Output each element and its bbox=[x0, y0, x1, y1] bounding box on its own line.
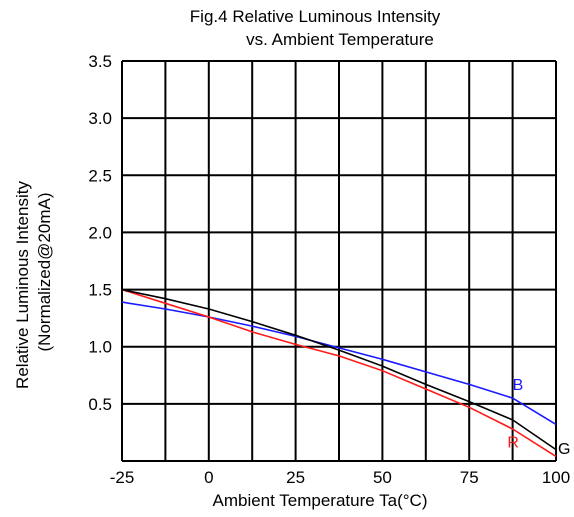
x-axis-label: Ambient Temperature Ta(°C) bbox=[213, 491, 428, 510]
y-tick-label: 2.5 bbox=[88, 166, 112, 185]
grid bbox=[122, 61, 556, 461]
y-tick-label: 0.5 bbox=[88, 395, 112, 414]
chart-subtitle: vs. Ambient Temperature bbox=[246, 30, 434, 49]
y-axis-label: Relative Luminous Intensity bbox=[13, 181, 32, 389]
series-label-r: R bbox=[507, 434, 519, 451]
x-tick-label: 75 bbox=[460, 468, 479, 487]
y-tick-label: 1.0 bbox=[88, 338, 112, 357]
y-axis-label-secondary: (Normalized@20mA) bbox=[35, 193, 54, 352]
x-tick-label: 50 bbox=[373, 468, 392, 487]
x-tick-label: -25 bbox=[110, 468, 135, 487]
x-tick-label: 0 bbox=[204, 468, 213, 487]
chart-title: Fig.4 Relative Luminous Intensity bbox=[190, 7, 441, 26]
series-label-b: B bbox=[513, 377, 524, 394]
series-label-g: G bbox=[558, 441, 570, 458]
y-tick-label: 1.5 bbox=[88, 281, 112, 300]
y-tick-label: 3.0 bbox=[88, 109, 112, 128]
y-tick-label: 3.5 bbox=[88, 52, 112, 71]
x-tick-label: 100 bbox=[542, 468, 570, 487]
y-tick-label: 2.0 bbox=[88, 223, 112, 242]
x-tick-label: 25 bbox=[286, 468, 305, 487]
